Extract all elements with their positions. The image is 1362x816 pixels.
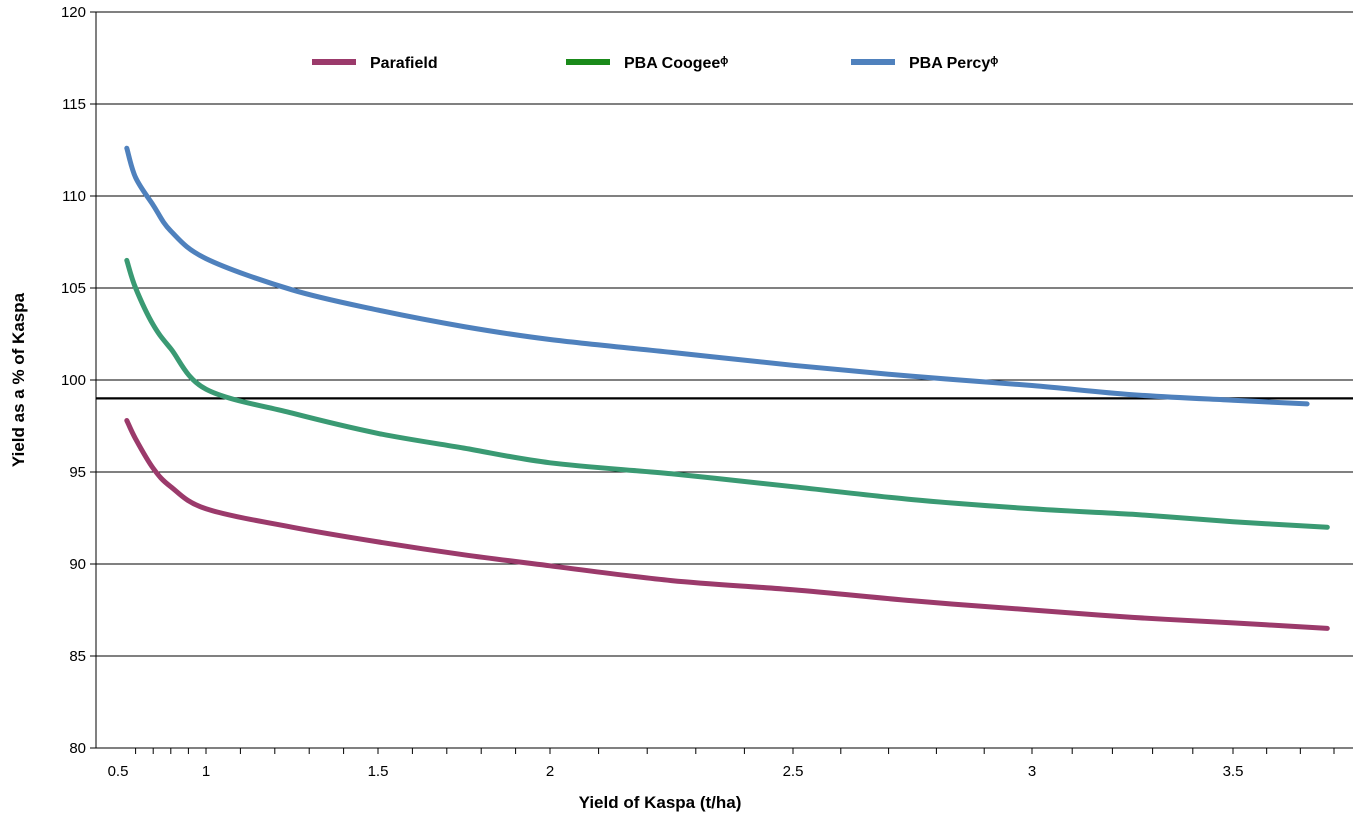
y-tick-label: 115 xyxy=(62,96,86,113)
x-tick-label: 2 xyxy=(546,763,554,780)
x-tick-label: 1.5 xyxy=(368,763,389,780)
series xyxy=(124,145,1330,631)
x-tick-label: 2.5 xyxy=(783,763,804,780)
y-tick-label: 90 xyxy=(69,556,86,573)
y-tick-label: 100 xyxy=(61,372,86,389)
y-ticks: 80 85 90 95 100 105 110 115 120 xyxy=(61,4,96,757)
x-tick-label: 0.5 xyxy=(108,763,129,780)
y-tick-label: 105 xyxy=(61,280,86,297)
legend: Parafield PBA Coogeeᶲ PBA Percyᶲ xyxy=(312,55,998,72)
y-tick-label: 85 xyxy=(69,648,86,665)
legend-label-0: Parafield xyxy=(370,55,438,72)
x-ticks: 0.5 1 1.5 2 2.5 3 3.5 xyxy=(108,748,1335,780)
y-tick-label: 80 xyxy=(69,740,86,757)
x-tick-label: 3.5 xyxy=(1223,763,1244,780)
x-tick-label: 1 xyxy=(202,763,210,780)
series-line-2 xyxy=(124,145,1310,407)
y-tick-label: 120 xyxy=(61,4,86,21)
legend-label-2: PBA Percyᶲ xyxy=(909,55,998,72)
y-tick-label: 95 xyxy=(69,464,86,481)
x-tick-label: 3 xyxy=(1028,763,1036,780)
x-axis-title: Yield of Kaspa (t/ha) xyxy=(579,793,742,812)
series-line-0 xyxy=(124,418,1330,631)
y-tick-label: 110 xyxy=(62,188,86,205)
legend-label-1: PBA Coogeeᶲ xyxy=(624,55,728,72)
series-line-1 xyxy=(124,257,1330,530)
y-axis-title: Yield as a % of Kaspa xyxy=(9,292,28,467)
gridlines xyxy=(96,11,1353,657)
